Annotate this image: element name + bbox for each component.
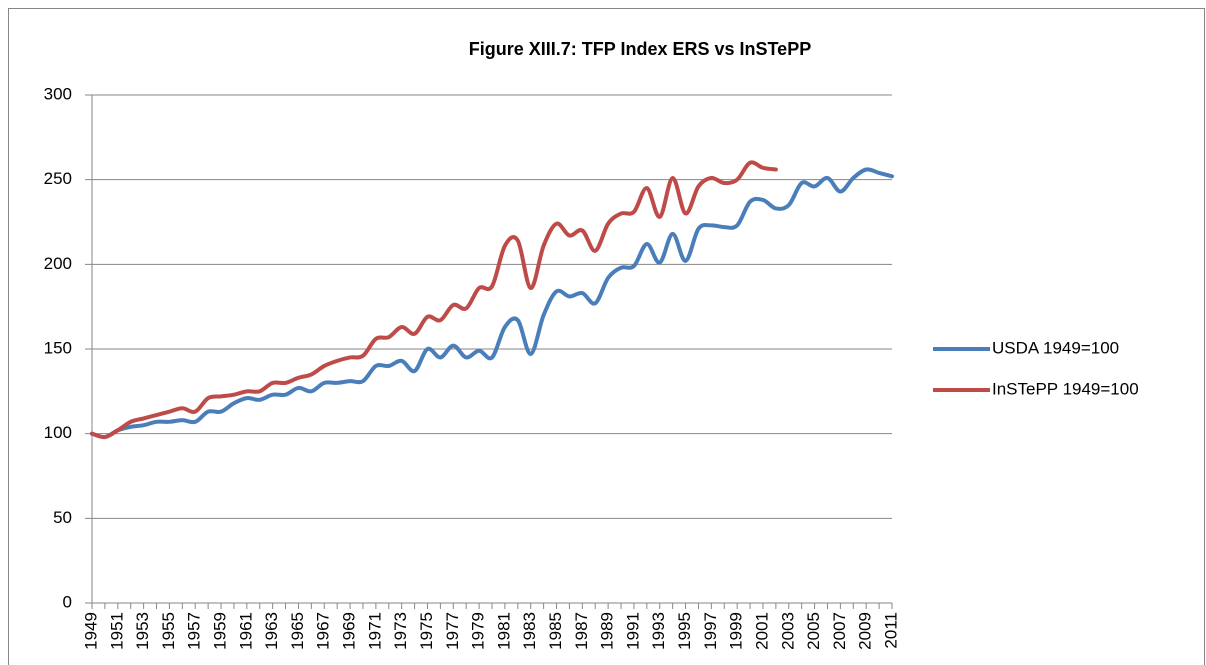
x-tick-label: 1949 [81,612,100,650]
x-tick-label: 1977 [443,612,462,650]
x-tick-label: 1975 [417,612,436,650]
x-tick-label: 1971 [365,612,384,650]
x-tick-label: 1963 [262,612,281,650]
x-tick-label: 1995 [675,612,694,650]
x-tick-label: 1961 [236,612,255,650]
x-tick-label: 1981 [494,612,513,650]
x-tick-label: 1951 [107,612,126,650]
x-tick-label: 1973 [391,612,410,650]
x-tick-label: 1955 [159,612,178,650]
x-tick-label: 2009 [856,612,875,650]
y-tick-label: 0 [63,592,72,611]
y-tick-label: 100 [44,423,72,442]
x-tick-label: 1979 [469,612,488,650]
y-tick-label: 50 [53,508,72,527]
x-tick-label: 1985 [546,612,565,650]
x-tick-label: 1993 [649,612,668,650]
x-tick-label: 1957 [185,612,204,650]
y-tick-label: 300 [44,84,72,103]
series-line [90,167,894,440]
y-tick-label: 250 [44,169,72,188]
legend-label: USDA 1949=100 [992,338,1119,357]
x-tick-label: 1969 [340,612,359,650]
x-tick-label: 2007 [830,612,849,650]
y-tick-label: 200 [44,254,72,273]
x-tick-label: 1989 [598,612,617,650]
x-tick-label: 2003 [778,612,797,650]
x-tick-label: 1987 [572,612,591,650]
x-tick-label: 1967 [314,612,333,650]
x-tick-label: 1965 [288,612,307,650]
chart-frame [8,8,1205,665]
x-tick-label: 1983 [520,612,539,650]
y-tick-label: 150 [44,338,72,357]
chart-title: Figure XIII.7: TFP Index ERS vs InSTePP [469,39,811,59]
x-tick-label: 1999 [727,612,746,650]
x-tick-label: 2005 [804,612,823,650]
x-tick-label: 2011 [881,612,900,649]
x-tick-label: 2001 [752,612,771,650]
x-tick-label: 1991 [623,612,642,650]
series-line [90,160,778,440]
x-tick-label: 1953 [133,612,152,650]
legend-label: InSTePP 1949=100 [992,379,1139,398]
x-tick-label: 1959 [211,612,230,650]
x-tick-label: 1997 [701,612,720,650]
